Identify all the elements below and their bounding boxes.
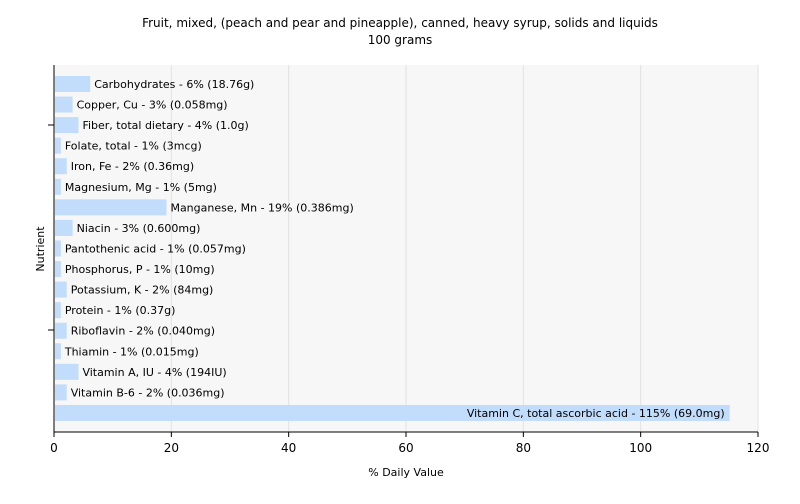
x-tick-label: 60 bbox=[398, 441, 413, 455]
bar bbox=[55, 76, 91, 92]
bar bbox=[55, 96, 73, 113]
bar-label: Phosphorus, P - 1% (10mg) bbox=[65, 263, 215, 276]
bar bbox=[55, 281, 67, 298]
bar bbox=[55, 302, 61, 319]
x-axis-label: % Daily Value bbox=[368, 466, 444, 479]
bar bbox=[55, 219, 73, 236]
bar-label: Magnesium, Mg - 1% (5mg) bbox=[65, 181, 217, 194]
bar-label: Vitamin C, total ascorbic acid - 115% (6… bbox=[467, 407, 725, 420]
bar bbox=[55, 240, 61, 257]
x-tick-label: 20 bbox=[164, 441, 179, 455]
x-tick-label: 120 bbox=[747, 441, 770, 455]
bar-label: Niacin - 3% (0.600mg) bbox=[77, 222, 201, 235]
bar bbox=[55, 384, 67, 401]
bar bbox=[55, 117, 79, 134]
y-axis-label: Nutrient bbox=[34, 226, 47, 272]
bar-label: Fiber, total dietary - 4% (1.0g) bbox=[82, 119, 248, 132]
chart-subtitle: 100 grams bbox=[368, 33, 433, 47]
bar bbox=[55, 178, 61, 195]
bar-label: Manganese, Mn - 19% (0.386mg) bbox=[170, 201, 353, 214]
x-tick-label: 100 bbox=[629, 441, 652, 455]
bar bbox=[55, 199, 167, 216]
chart-title: Fruit, mixed, (peach and pear and pineap… bbox=[142, 16, 658, 30]
bar-label: Thiamin - 1% (0.015mg) bbox=[64, 345, 199, 358]
bar-label: Iron, Fe - 2% (0.36mg) bbox=[71, 160, 194, 173]
x-tick-label: 80 bbox=[516, 441, 531, 455]
x-tick-label: 40 bbox=[281, 441, 296, 455]
bar bbox=[55, 261, 61, 278]
bar bbox=[55, 343, 61, 360]
bar-label: Carbohydrates - 6% (18.76g) bbox=[94, 78, 254, 91]
bar-label: Pantothenic acid - 1% (0.057mg) bbox=[65, 242, 246, 255]
bar-label: Vitamin A, IU - 4% (194IU) bbox=[82, 366, 226, 379]
bar-label: Copper, Cu - 3% (0.058mg) bbox=[77, 99, 228, 112]
bar-label: Riboflavin - 2% (0.040mg) bbox=[71, 325, 215, 338]
bar-label: Folate, total - 1% (3mcg) bbox=[65, 140, 202, 153]
x-tick-label: 0 bbox=[50, 441, 58, 455]
bar-label: Vitamin B-6 - 2% (0.036mg) bbox=[71, 386, 225, 399]
bar bbox=[55, 158, 67, 175]
bar-label: Protein - 1% (0.37g) bbox=[65, 304, 176, 317]
bar bbox=[55, 404, 730, 421]
bar bbox=[55, 363, 79, 380]
bar bbox=[55, 322, 67, 339]
bar-label: Potassium, K - 2% (84mg) bbox=[71, 284, 214, 297]
bar bbox=[55, 137, 61, 154]
